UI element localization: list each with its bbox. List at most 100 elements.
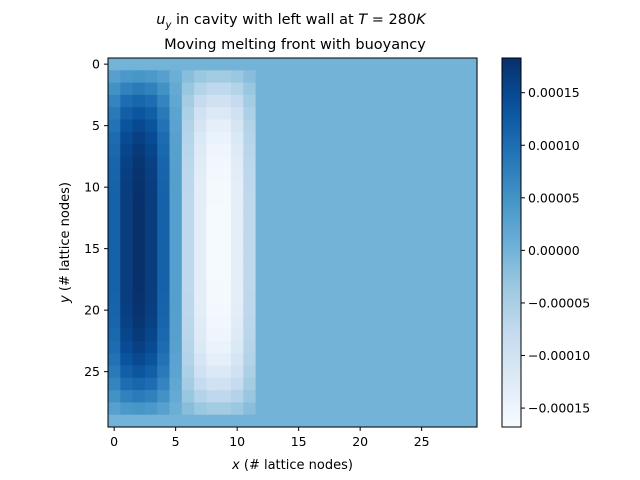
heatmap-cell — [206, 168, 220, 182]
heatmap-cell — [292, 94, 306, 108]
heatmap-cell — [218, 144, 232, 157]
heatmap-cell — [341, 267, 355, 280]
heatmap-cell — [427, 82, 441, 96]
colorbar-tick-label: −0.00010 — [528, 348, 590, 363]
heatmap-cell — [132, 107, 146, 121]
heatmap-cell — [304, 242, 318, 256]
heatmap-cell — [354, 193, 367, 207]
heatmap-cell — [255, 181, 269, 194]
heatmap-cell — [157, 58, 171, 71]
heatmap-cell — [378, 119, 392, 133]
heatmap-cell — [304, 353, 318, 367]
heatmap-cell — [354, 365, 367, 379]
heatmap-cell — [132, 267, 146, 280]
heatmap-cell — [329, 402, 343, 416]
heatmap-cell — [452, 107, 466, 121]
heatmap-cell — [440, 414, 453, 428]
heatmap-cell — [218, 230, 232, 244]
heatmap-cell — [304, 119, 318, 133]
heatmap-cell — [403, 365, 417, 379]
heatmap-cell — [390, 193, 404, 207]
heatmap-cell — [255, 119, 269, 133]
heatmap-cell — [390, 230, 404, 244]
x-axis-label: x (# lattice nodes) — [231, 458, 353, 473]
heatmap-cell — [390, 353, 404, 367]
heatmap-cell — [354, 94, 367, 108]
heatmap-cell — [415, 242, 429, 256]
heatmap-cell — [194, 58, 207, 71]
heatmap-cell — [280, 230, 294, 244]
heatmap-cell — [169, 390, 183, 403]
heatmap-cell — [341, 131, 355, 145]
heatmap-cell — [218, 242, 232, 256]
heatmap-cell — [280, 107, 294, 121]
heatmap-cell — [132, 353, 146, 367]
heatmap-cell — [452, 119, 466, 133]
heatmap-cell — [231, 414, 244, 428]
heatmap-cell — [194, 365, 207, 379]
heatmap-cell — [403, 279, 417, 293]
heatmap-cell — [341, 328, 355, 342]
heatmap-cell — [231, 217, 244, 231]
heatmap-cell — [280, 279, 294, 293]
heatmap-cell — [206, 181, 220, 194]
heatmap-cell — [354, 181, 367, 194]
heatmap-cell — [366, 390, 380, 403]
heatmap-cell — [427, 242, 441, 256]
heatmap-cell — [108, 168, 121, 182]
heatmap-cell — [218, 353, 232, 367]
heatmap-cell — [292, 402, 306, 416]
heatmap-cell — [440, 304, 453, 317]
colorbar-tick-label: −0.00005 — [528, 295, 590, 310]
heatmap-cell — [292, 156, 306, 170]
heatmap-cell — [255, 414, 269, 428]
heatmap-cell — [452, 193, 466, 207]
heatmap-cell — [341, 316, 355, 330]
heatmap-cell — [427, 168, 441, 182]
heatmap-cell — [267, 168, 281, 182]
y-tick-label: 10 — [84, 180, 100, 195]
heatmap-cell — [144, 242, 158, 256]
heatmap-cell — [144, 353, 158, 367]
heatmap-cell — [120, 193, 134, 207]
heatmap-cell — [108, 217, 121, 231]
heatmap-cell — [292, 414, 306, 428]
heatmap-cell — [194, 70, 207, 84]
heatmap-cell — [132, 390, 146, 403]
heatmap-cell — [427, 328, 441, 342]
heatmap-cell — [464, 254, 478, 268]
heatmap-cell — [169, 414, 183, 428]
heatmap-cell — [427, 353, 441, 367]
heatmap-cell — [354, 414, 367, 428]
heatmap-cell — [243, 402, 257, 416]
heatmap-cell — [206, 353, 220, 367]
heatmap-cell — [427, 107, 441, 121]
heatmap-cell — [464, 82, 478, 96]
heatmap-cell — [280, 267, 294, 280]
heatmap-cell — [440, 291, 453, 305]
heatmap-cell — [292, 131, 306, 145]
heatmap-cell — [390, 181, 404, 194]
heatmap-cell — [169, 193, 183, 207]
heatmap-cell — [218, 414, 232, 428]
heatmap-cell — [218, 402, 232, 416]
heatmap-cell — [440, 316, 453, 330]
heatmap-cell — [206, 94, 220, 108]
heatmap-cell — [267, 377, 281, 391]
heatmap-cell — [354, 279, 367, 293]
heatmap-cell — [415, 353, 429, 367]
heatmap-cell — [206, 70, 220, 84]
heatmap-cell — [390, 254, 404, 268]
heatmap-cell — [427, 390, 441, 403]
heatmap-cell — [464, 414, 478, 428]
heatmap-cell — [280, 156, 294, 170]
heatmap-cell — [390, 291, 404, 305]
heatmap-cell — [427, 230, 441, 244]
heatmap-cell — [243, 414, 257, 428]
heatmap-cell — [194, 353, 207, 367]
heatmap-cell — [304, 168, 318, 182]
heatmap-cell — [440, 82, 453, 96]
heatmap-cell — [292, 107, 306, 121]
heatmap-cell — [243, 205, 257, 219]
heatmap-cell — [231, 279, 244, 293]
